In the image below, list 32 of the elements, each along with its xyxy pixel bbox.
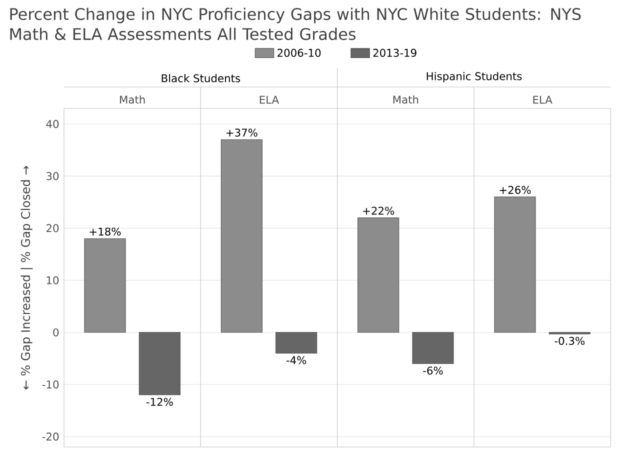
x-tick-label: Math [393, 95, 418, 104]
data-label: -12% [146, 398, 173, 406]
y-tick-label: -20 [42, 432, 59, 441]
data-label: -0.3% [554, 336, 585, 345]
text: Black Students [162, 74, 240, 82]
legend-label: 2013-19 [373, 48, 416, 57]
bar [84, 238, 126, 333]
y-tick-label: 0 [53, 328, 59, 336]
bar [220, 139, 262, 333]
x-tick-label: Math [120, 95, 145, 104]
bar [412, 332, 454, 364]
data-label: -4% [286, 356, 306, 364]
y-tick-label: 40 [46, 120, 59, 128]
chart-title: Percent Change in NYC Proficiency Gaps with NYC White Students: NYS Math & ELA Assessments All Tested Grades [10, 8, 581, 40]
x-tick-label: ELA [260, 96, 280, 104]
data-label: -6% [423, 366, 443, 375]
y-axis-title: ← % Gap Increased | % Gap Closed → [20, 166, 33, 390]
bar [138, 332, 180, 396]
bar [494, 196, 536, 333]
legend-label: 2006-10 [278, 48, 321, 57]
data-label: +26% [500, 186, 531, 194]
y-tick-label: 30 [46, 172, 59, 180]
data-label: +22% [363, 206, 394, 215]
bar [276, 332, 318, 354]
y-tick-label: -10 [42, 380, 59, 389]
y-tick-label: 20 [46, 224, 59, 232]
bar [358, 217, 400, 333]
text: Hispanic Students [426, 72, 522, 82]
y-tick-label: 10 [46, 276, 59, 284]
x-tick-label: ELA [533, 96, 552, 104]
data-label: +37% [226, 128, 258, 137]
data-label: +18% [90, 228, 121, 236]
